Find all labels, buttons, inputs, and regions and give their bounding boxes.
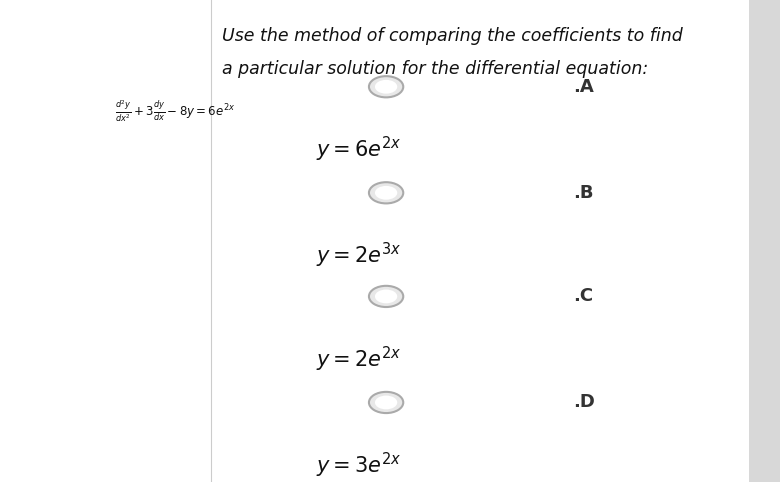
Circle shape xyxy=(375,186,397,200)
Circle shape xyxy=(375,80,397,94)
Bar xyxy=(749,0,780,482)
Text: Use the method of comparing the coefficients to find: Use the method of comparing the coeffici… xyxy=(222,27,683,44)
Circle shape xyxy=(369,76,403,97)
Circle shape xyxy=(369,392,403,413)
Text: a particular solution for the differential equation:: a particular solution for the differenti… xyxy=(222,60,648,78)
Circle shape xyxy=(375,396,397,409)
Text: .C: .C xyxy=(573,287,594,306)
Text: .D: .D xyxy=(573,393,595,412)
Text: $y = 6e^{2x}$: $y = 6e^{2x}$ xyxy=(316,135,402,164)
Text: .B: .B xyxy=(573,184,594,202)
Circle shape xyxy=(369,182,403,203)
Text: .A: .A xyxy=(573,78,594,96)
Circle shape xyxy=(369,286,403,307)
Text: $y = 2e^{3x}$: $y = 2e^{3x}$ xyxy=(316,241,402,270)
Circle shape xyxy=(375,290,397,303)
Text: $y = 2e^{2x}$: $y = 2e^{2x}$ xyxy=(316,345,402,374)
Text: $\frac{d^2y}{dx^2} + 3\frac{dy}{dx} - 8y = 6e^{2x}$: $\frac{d^2y}{dx^2} + 3\frac{dy}{dx} - 8y… xyxy=(115,99,236,124)
Text: $y = 3e^{2x}$: $y = 3e^{2x}$ xyxy=(316,451,402,480)
